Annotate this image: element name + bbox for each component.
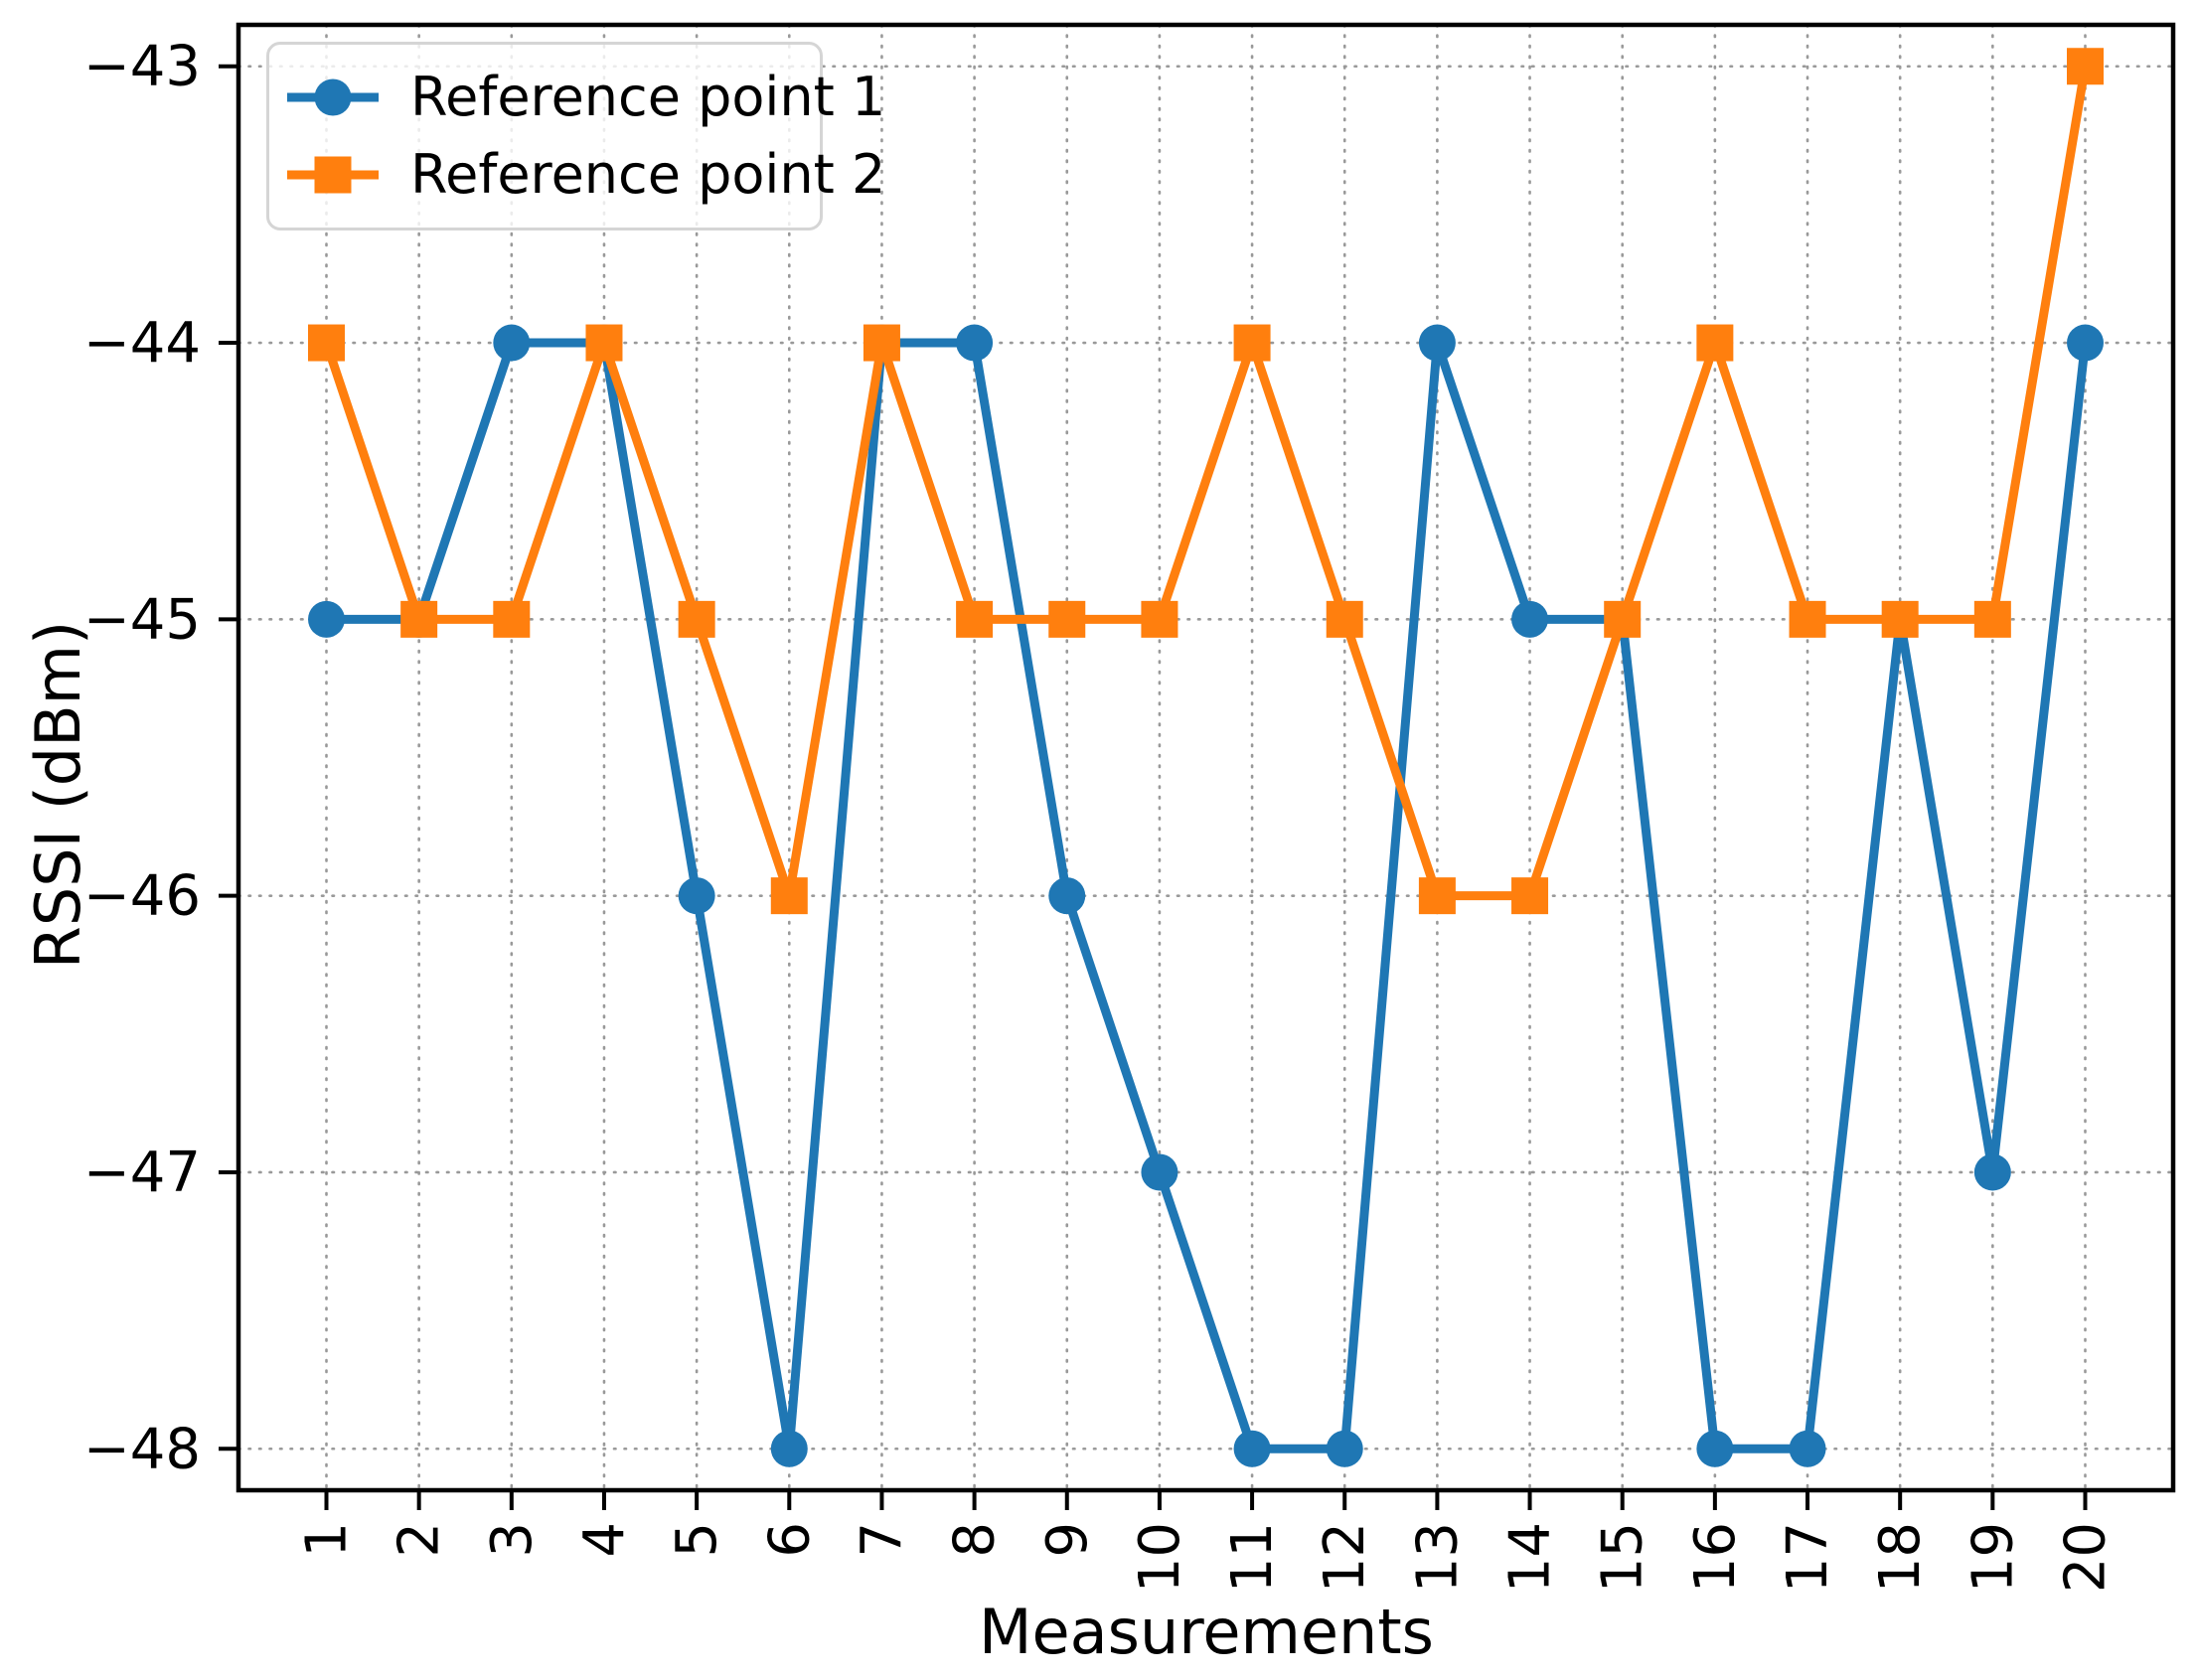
x-tick-label: 19 [1961,1522,2025,1593]
axes-layer [219,22,2176,1510]
data-point-square [1048,600,1086,638]
data-point-square [308,324,345,362]
data-point-square [2067,48,2104,85]
data-point-square [863,324,900,362]
x-tick-label: 14 [1498,1522,1563,1593]
data-point-square [1141,600,1178,638]
x-tick-label: 6 [757,1522,822,1558]
data-point-circle [678,877,715,915]
y-axis-label: RSSI (dBm) [22,621,94,969]
y-tick-label: −44 [83,311,201,376]
data-point-square [1789,600,1826,638]
data-point-circle [1141,1153,1178,1191]
data-point-square [956,600,994,638]
legend-circle-marker-icon [287,78,379,116]
data-point-square [1418,877,1456,915]
series-line [322,62,2090,901]
data-point-square [400,600,438,638]
data-point-circle [1696,1430,1734,1467]
x-tick-label: 12 [1313,1522,1377,1593]
x-tick-label: 1 [295,1522,360,1558]
data-point-circle [493,324,531,362]
x-tick-label: 10 [1128,1522,1192,1593]
data-point-circle [1789,1430,1826,1467]
data-point-square [1233,324,1271,362]
data-point-square [678,600,715,638]
data-point-circle [1418,324,1456,362]
data-point-circle [1048,877,1086,915]
data-point-square [1604,600,1642,638]
x-tick-label: 20 [2054,1522,2119,1593]
data-point-circle [2067,324,2104,362]
x-tick-label: 16 [1683,1522,1748,1593]
plot-border [235,22,2176,1493]
x-tick-label: 17 [1776,1522,1840,1593]
legend-label: Reference point 1 [410,66,886,128]
x-tick-label: 5 [665,1522,729,1558]
data-point-circle [1233,1430,1271,1467]
legend: Reference point 1 Reference point 2 [266,42,885,230]
data-point-circle [770,1430,808,1467]
data-point-square [1973,600,2011,638]
x-tick-label: 7 [850,1522,914,1558]
tick-label-layer: 1 2 3 4 5 6 7 8 9 10 11 12 13 14 15 16 17 18 19 20−43−44−45… [83,35,2119,1594]
legend-item-reference-point-1: Reference point 1 [283,59,885,136]
x-tick-label: 3 [480,1522,545,1558]
data-point-circle [1511,600,1549,638]
series-reference-point-2 [308,48,2104,915]
x-tick-label: 18 [1868,1522,1933,1593]
data-point-square [585,324,623,362]
data-point-circle [956,324,994,362]
data-point-circle [1326,1430,1363,1467]
data-point-circle [308,600,345,638]
series-line [322,338,2090,1453]
series-layer [308,48,2104,1467]
data-point-square [1326,600,1363,638]
y-tick-label: −45 [83,587,201,652]
x-tick-label: 11 [1220,1522,1285,1593]
data-point-square [1881,600,1919,638]
x-tick-label: 4 [572,1522,637,1558]
x-tick-label: 15 [1591,1522,1655,1593]
legend-square-marker-icon [287,156,379,194]
legend-item-reference-point-2: Reference point 2 [283,136,885,214]
x-tick-label: 9 [1035,1522,1100,1558]
x-axis-label: Measurements [979,1596,1434,1668]
x-tick-label: 13 [1405,1522,1470,1593]
y-tick-label: −46 [83,864,201,929]
y-tick-label: −43 [83,35,201,99]
legend-label: Reference point 2 [410,143,886,206]
data-point-circle [1973,1153,2011,1191]
data-point-square [1511,877,1549,915]
x-tick-label: 2 [388,1522,452,1558]
data-point-square [1696,324,1734,362]
y-tick-label: −47 [83,1141,201,1205]
data-point-square [493,600,531,638]
y-tick-label: −48 [83,1417,201,1481]
x-tick-label: 8 [943,1522,1008,1558]
data-point-square [770,877,808,915]
